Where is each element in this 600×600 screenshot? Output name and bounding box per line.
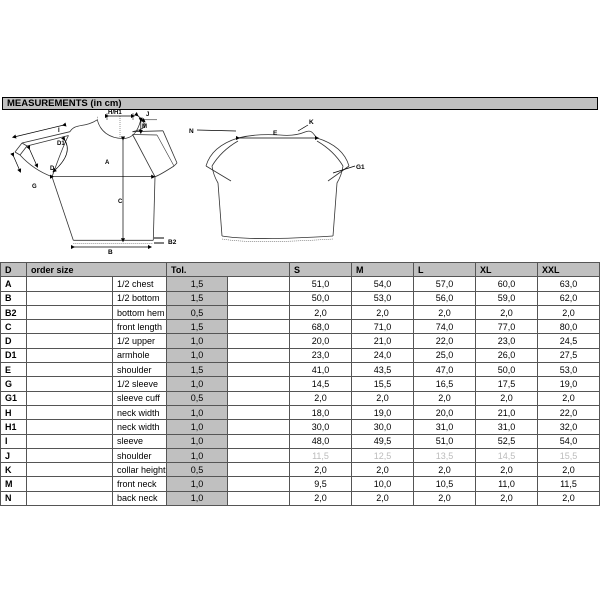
svg-text:A: A [105, 160, 110, 166]
svg-text:N: N [189, 128, 194, 135]
svg-text:J: J [146, 112, 149, 118]
svg-text:C: C [118, 199, 123, 205]
svg-text:H/H1: H/H1 [108, 110, 122, 116]
svg-text:M: M [142, 124, 147, 130]
svg-text:G1: G1 [356, 164, 365, 171]
svg-text:B2: B2 [168, 239, 177, 246]
svg-text:D1: D1 [57, 141, 65, 147]
svg-text:G: G [32, 184, 37, 190]
svg-text:B: B [108, 249, 113, 256]
svg-text:K: K [309, 119, 314, 126]
svg-text:I: I [58, 128, 60, 134]
svg-text:E: E [273, 130, 278, 137]
svg-text:D: D [50, 166, 55, 172]
